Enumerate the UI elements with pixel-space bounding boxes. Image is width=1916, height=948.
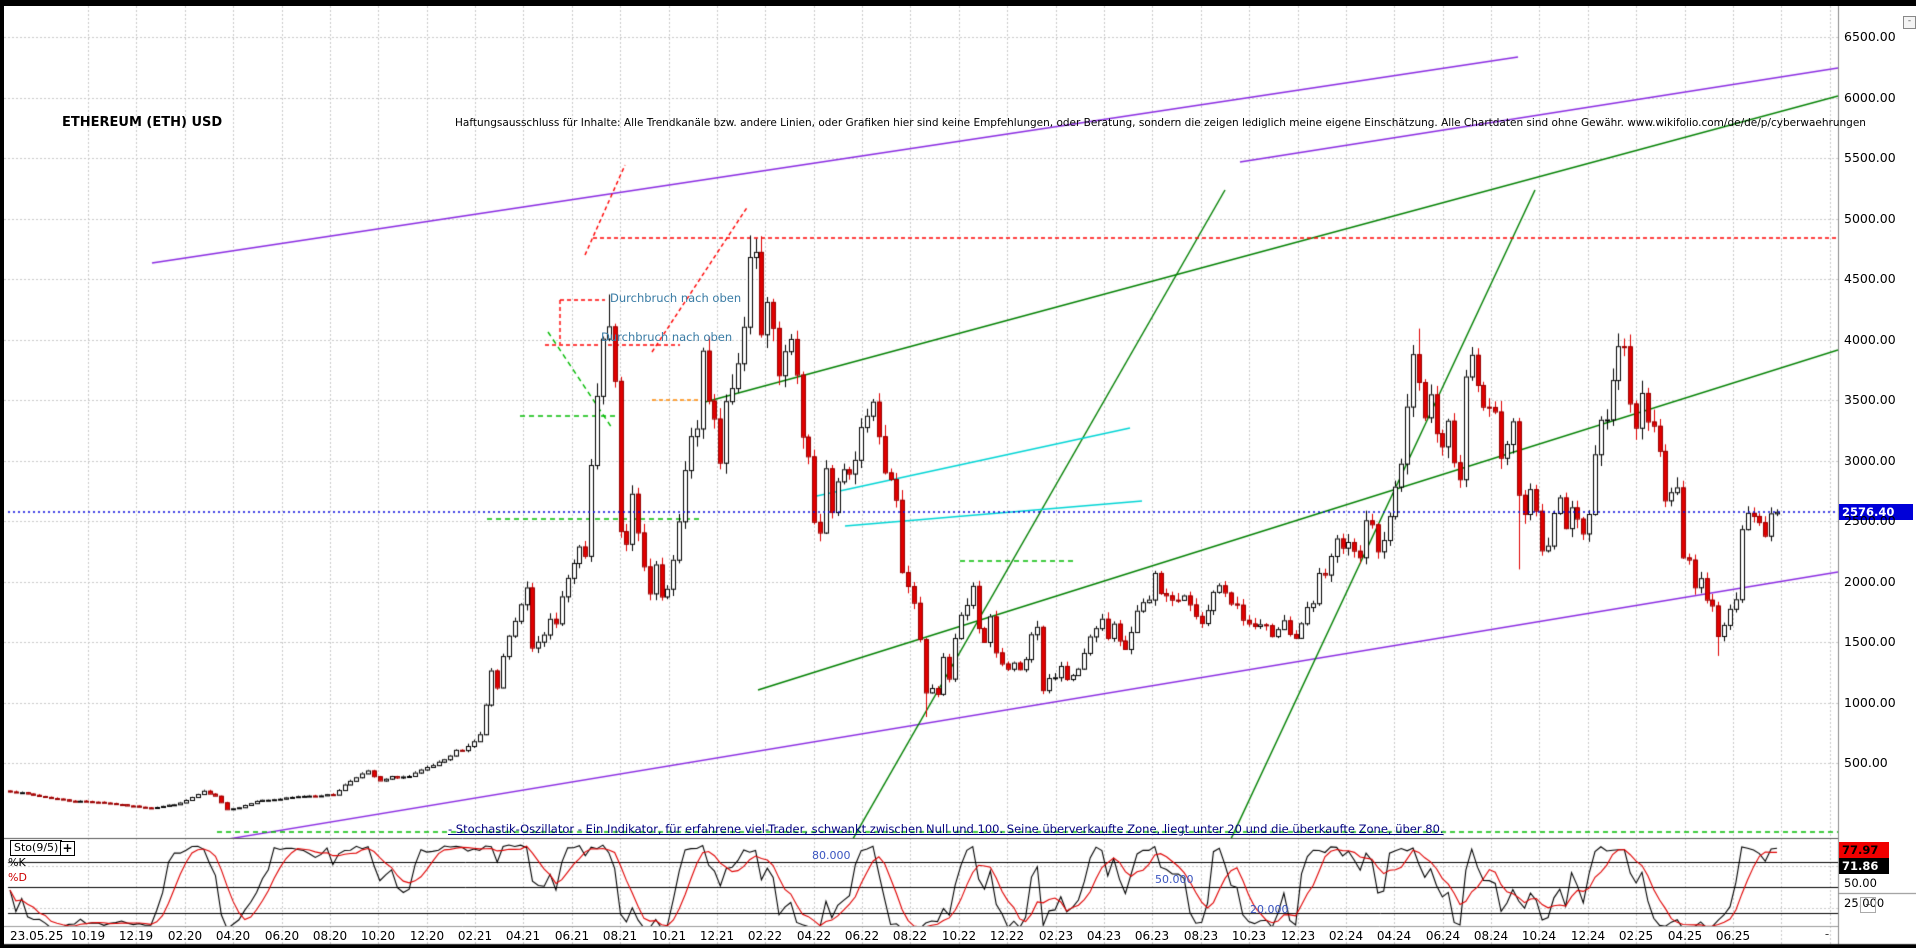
time-axis-label: 08.21 (602, 929, 638, 943)
price-axis-label: 4000.00 (1844, 332, 1896, 347)
time-axis-label: 06.20 (264, 929, 300, 943)
time-axis-label: 10.21 (651, 929, 687, 943)
osc-axis-50: 50.00 (1844, 876, 1877, 890)
time-axis-label: 12.20 (409, 929, 445, 943)
time-axis-label: 02.25 (1618, 929, 1654, 943)
time-axis-label: 06.23 (1134, 929, 1170, 943)
time-axis-label: 10.22 (941, 929, 977, 943)
time-axis-label: 08.23 (1183, 929, 1219, 943)
k-line-label: %K (8, 856, 26, 869)
time-axis-label: 04.23 (1086, 929, 1122, 943)
chart-date-label: 23.05.25 (8, 929, 68, 943)
time-axis-label: 10.23 (1231, 929, 1267, 943)
time-axis-label: 02.21 (457, 929, 493, 943)
time-axis-label: 08.22 (892, 929, 928, 943)
time-axis-label: 10.19 (70, 929, 106, 943)
window-edge-left (0, 0, 4, 948)
price-axis-label: 500.00 (1844, 755, 1888, 770)
time-axis-label: 04.20 (215, 929, 251, 943)
d-line-label: %D (8, 871, 27, 884)
time-axis-label: 10.24 (1521, 929, 1557, 943)
annotation-breakout-upper: Durchbruch nach oben (610, 291, 742, 305)
annotation-breakout-lower: Durchbruch nach oben (601, 330, 733, 344)
price-axis-label: 3500.00 (1844, 392, 1896, 407)
time-axis-label: 08.24 (1473, 929, 1509, 943)
disclaimer-text: Haftungsausschluss für Inhalte: Alle Tre… (455, 117, 1866, 129)
price-axis-label: 5000.00 (1844, 211, 1896, 226)
time-axis-label: 12.23 (1280, 929, 1316, 943)
time-axis-label: 12.22 (989, 929, 1025, 943)
stochastic-note: - Stochastik-Oszillator - Ein Indikator,… (448, 822, 1444, 836)
time-axis-label: 06.21 (554, 929, 590, 943)
time-axis-label: 04.21 (505, 929, 541, 943)
current-price-badge: 2576.40 (1839, 504, 1913, 520)
osc-axis-25: 25.000 (1844, 896, 1885, 910)
time-axis-label: 04.25 (1667, 929, 1703, 943)
price-axis-label: 2500.00 (1844, 513, 1896, 528)
window-edge-top (0, 0, 1916, 6)
price-axis-zoom-out-button[interactable]: - (1860, 897, 1876, 913)
price-axis-label: 1500.00 (1844, 634, 1896, 649)
collapse-panel-icon[interactable]: - (1903, 16, 1916, 29)
osc-level-20-label: 20.000 (1250, 903, 1289, 916)
price-axis-label: 4500.00 (1844, 271, 1896, 286)
time-axis-label: 12.24 (1570, 929, 1606, 943)
indicator-label[interactable]: Sto(9/5) (10, 840, 63, 856)
time-axis-label: 06.24 (1425, 929, 1461, 943)
price-axis-label: 6000.00 (1844, 90, 1896, 105)
price-axis-label: 6500.00 (1844, 29, 1896, 44)
time-axis-label: 02.22 (747, 929, 783, 943)
osc-level-50-label: 50.000 (1155, 873, 1194, 886)
time-axis-label: 12.21 (699, 929, 735, 943)
price-axis-label: 3000.00 (1844, 453, 1896, 468)
price-axis-label: 5500.00 (1844, 150, 1896, 165)
osc-level-80-label: 80.000 (812, 849, 851, 862)
time-axis-zoom-out-button[interactable]: - (1824, 927, 1830, 941)
time-axis-label: 08.20 (312, 929, 348, 943)
time-axis-label: 06.25 (1715, 929, 1751, 943)
indicator-add-icon[interactable]: + (60, 841, 75, 856)
price-axis-label: 1000.00 (1844, 695, 1896, 710)
window-edge-bottom (0, 945, 1916, 948)
stochastic-k-badge: 71.86 (1839, 858, 1889, 874)
time-axis-label: 10.20 (360, 929, 396, 943)
time-axis-label: 12.19 (118, 929, 154, 943)
time-axis-label: 02.23 (1038, 929, 1074, 943)
time-axis-label: 02.24 (1328, 929, 1364, 943)
time-axis-label: 04.24 (1376, 929, 1412, 943)
instrument-title: ETHEREUM (ETH) USD (62, 115, 223, 130)
time-axis-label: 04.22 (796, 929, 832, 943)
stochastic-d-badge: 77.97 (1839, 842, 1889, 858)
time-axis-label: 02.20 (167, 929, 203, 943)
price-axis-label: 2000.00 (1844, 574, 1896, 589)
time-axis-label: 06.22 (844, 929, 880, 943)
